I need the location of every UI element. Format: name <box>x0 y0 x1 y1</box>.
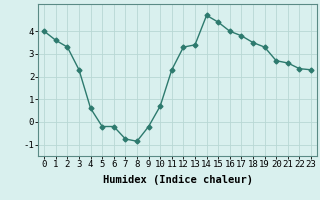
X-axis label: Humidex (Indice chaleur): Humidex (Indice chaleur) <box>103 175 252 185</box>
